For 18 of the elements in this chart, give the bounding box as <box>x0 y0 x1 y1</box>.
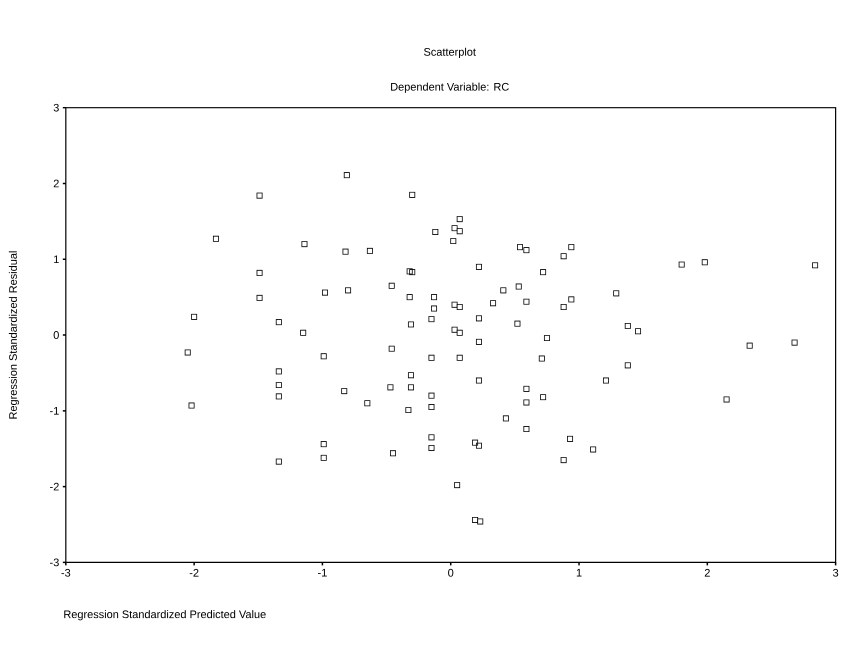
chart-subtitle: Dependent Variable: RC <box>391 82 509 93</box>
x-tick-label: 1 <box>576 568 582 576</box>
y-axis-title: Regression Standardized Residual <box>8 251 20 418</box>
x-tick-label: -2 <box>190 568 198 576</box>
y-tick-label: 2 <box>54 180 59 188</box>
x-tick-label: 0 <box>448 568 454 577</box>
x-tick-label: 2 <box>704 568 710 576</box>
y-tick-label: 0 <box>54 331 59 339</box>
y-tick-label: 3 <box>54 104 59 112</box>
x-axis-title: Regression Standardized Predicted Value <box>64 610 266 620</box>
x-tick-label: 3 <box>833 568 838 577</box>
y-tick-label: -3 <box>50 558 59 566</box>
y-tick-label: -1 <box>50 406 59 415</box>
y-tick-label: -2 <box>50 482 59 490</box>
chart-title: Scatterplot <box>424 48 476 58</box>
x-tick-label: -1 <box>318 568 327 576</box>
y-tick-label: 1 <box>54 255 59 263</box>
x-tick-label: -3 <box>61 568 70 577</box>
